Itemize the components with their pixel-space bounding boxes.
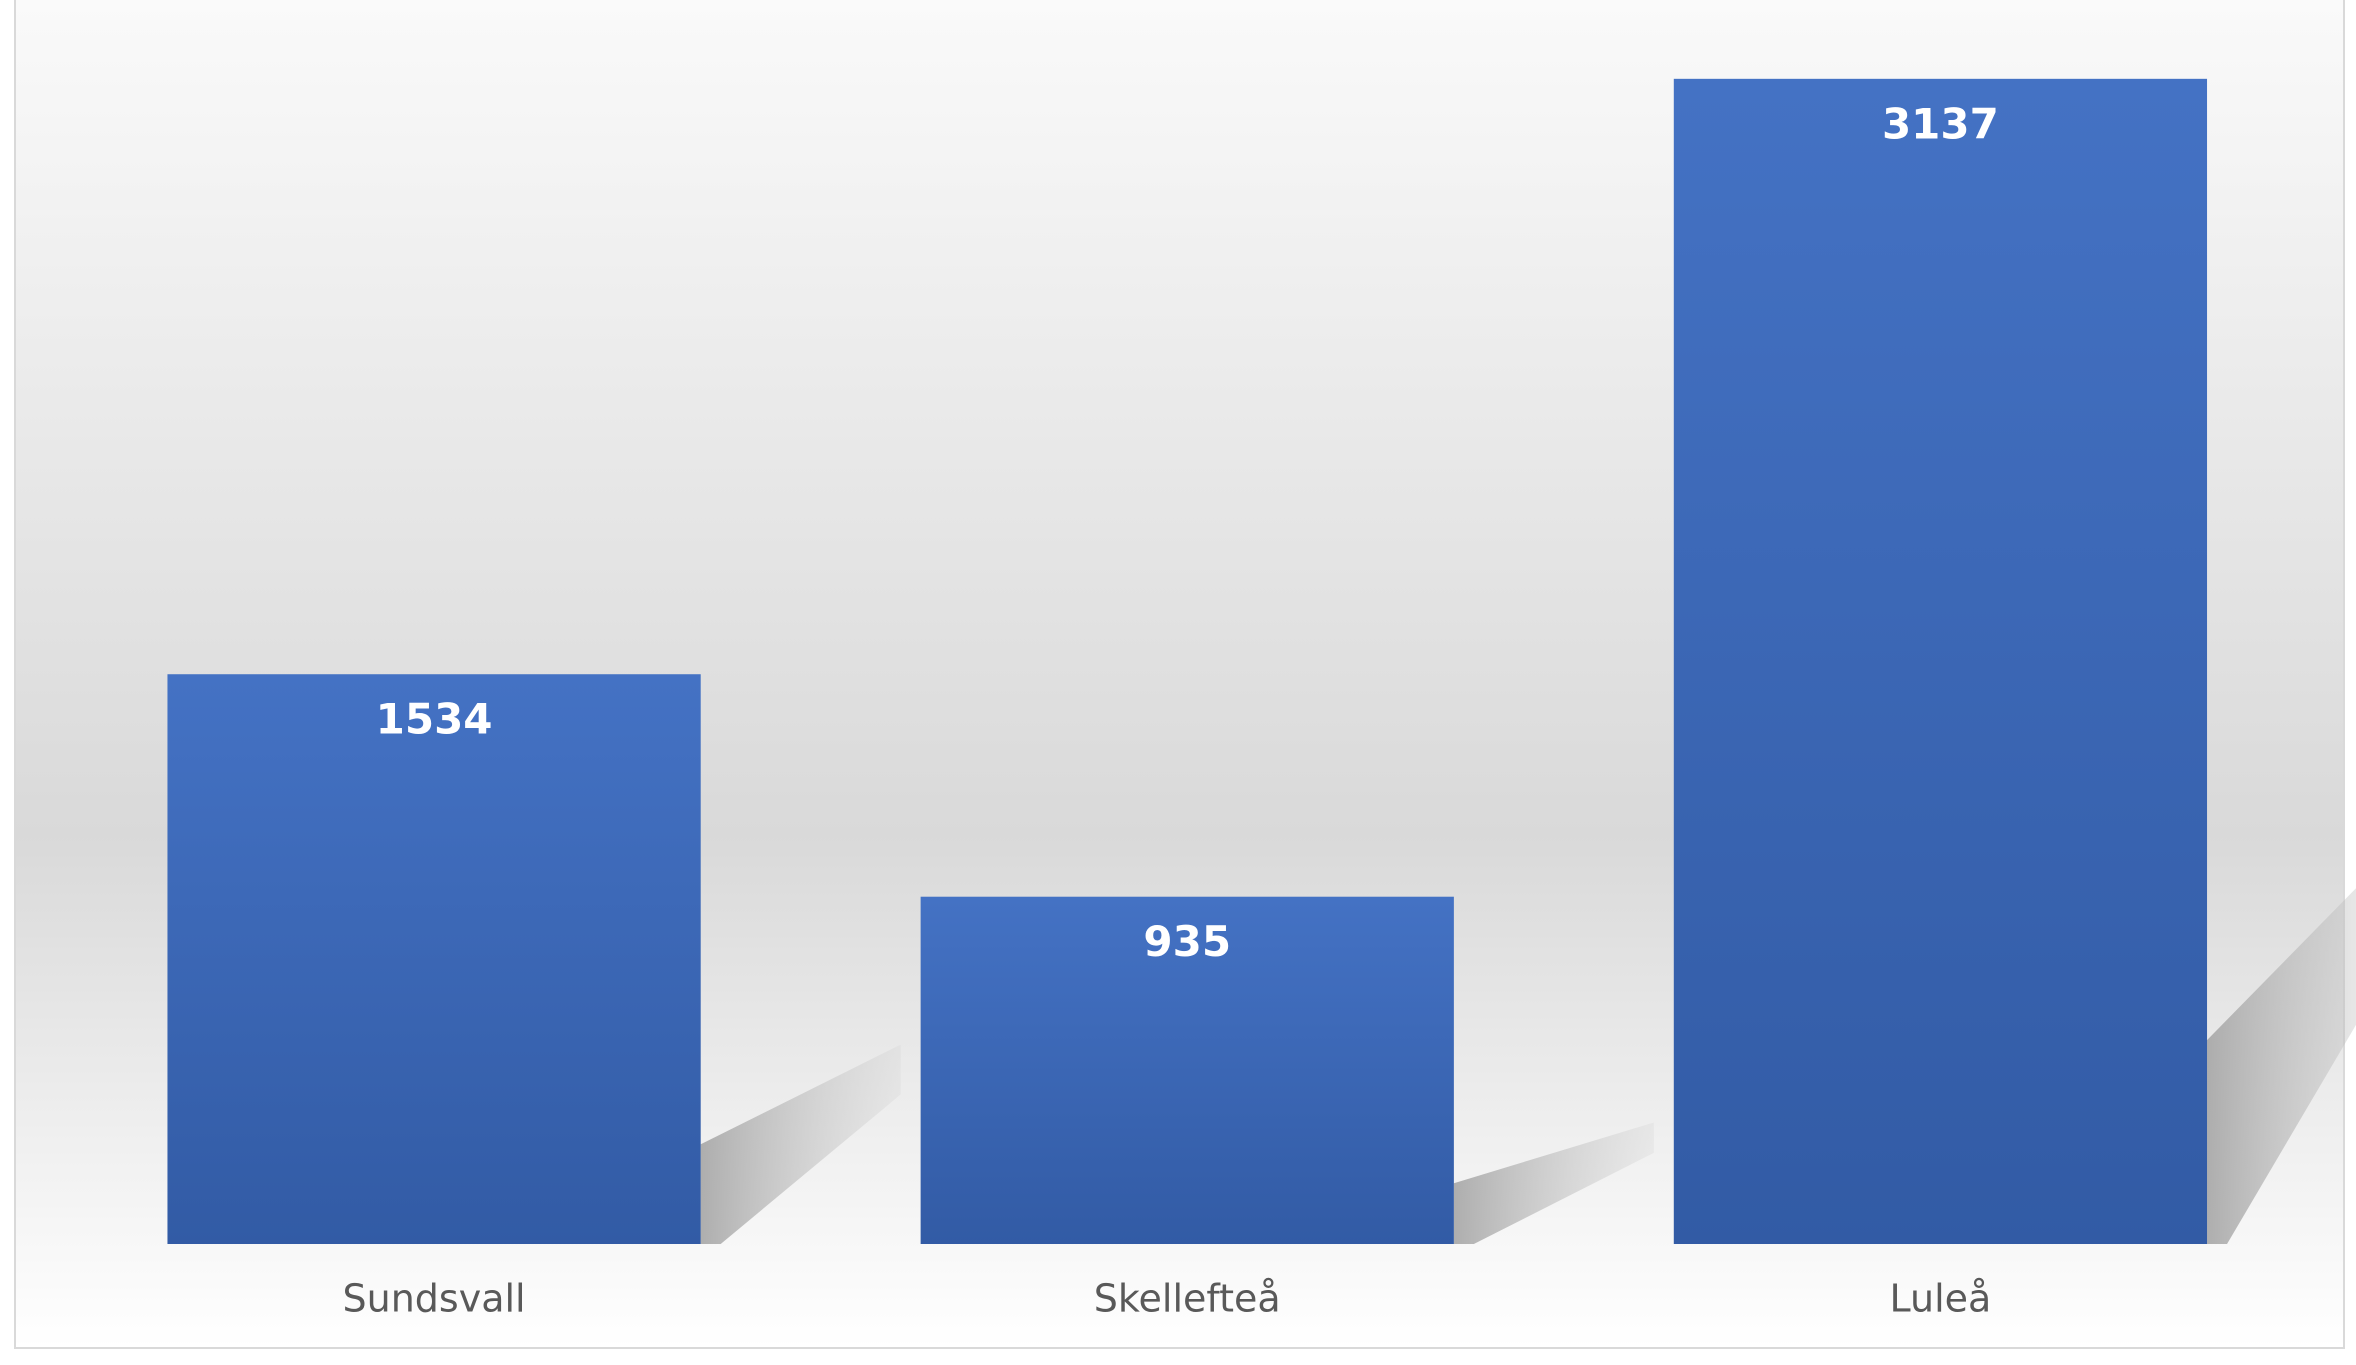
- bar-shadow: [1453, 1122, 1654, 1244]
- bar-shadow: [2207, 888, 2356, 1244]
- data-label: 3137: [1882, 99, 1999, 148]
- data-label: 935: [1143, 917, 1231, 966]
- data-label: 1534: [376, 695, 493, 744]
- x-tick-label: Luleå: [1890, 1277, 1992, 1321]
- bar-shadow: [700, 1044, 901, 1244]
- x-tick-label: Sundsvall: [343, 1277, 526, 1321]
- x-tick-label: Skellefteå: [1094, 1277, 1281, 1321]
- bar: [920, 896, 1454, 1244]
- bar: [167, 674, 701, 1244]
- bar: [1673, 78, 2208, 1244]
